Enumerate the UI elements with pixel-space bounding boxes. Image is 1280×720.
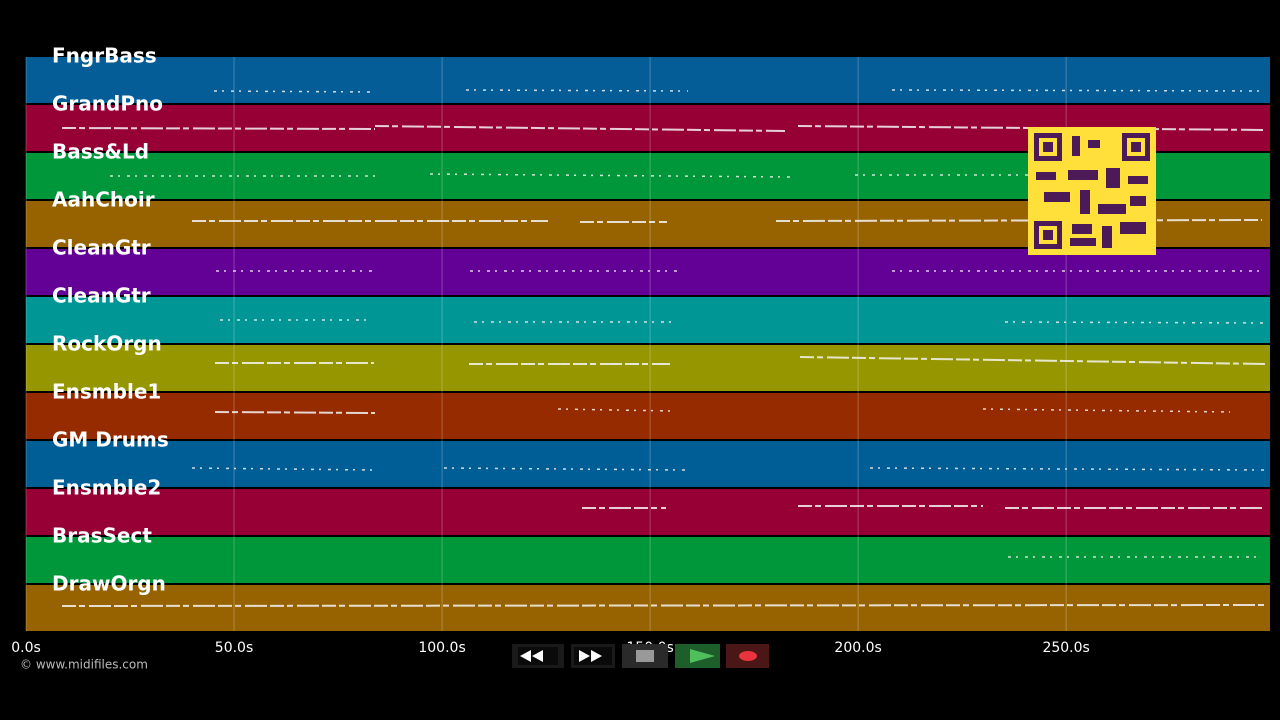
track-label: CleanGtr	[52, 284, 151, 308]
track-labels: FngrBass GrandPno Bass&Ld AahChoir CleanGtr C…	[52, 44, 169, 596]
track-label: DrawOrgn	[52, 572, 166, 596]
track-band	[26, 489, 1270, 535]
x-tick-label: 0.0s	[11, 640, 41, 656]
track-band	[26, 537, 1270, 583]
track-band	[26, 585, 1270, 631]
track-label: BrasSect	[52, 524, 152, 548]
track-band	[26, 345, 1270, 391]
record-button[interactable]	[726, 644, 769, 668]
qr-code	[1028, 127, 1156, 255]
track-label: GM Drums	[52, 428, 169, 452]
track-band	[26, 57, 1270, 103]
track-band	[26, 249, 1270, 295]
x-tick-label: 100.0s	[418, 640, 465, 656]
grid	[25, 57, 1067, 631]
x-tick-label: 50.0s	[215, 640, 253, 656]
transport-controls	[512, 644, 769, 668]
track-label: FngrBass	[52, 44, 157, 68]
x-tick-label: 200.0s	[834, 640, 881, 656]
track-label: Bass&Ld	[52, 140, 149, 164]
track-band	[26, 441, 1270, 487]
rewind-button[interactable]	[512, 644, 564, 668]
copyright: © www.midifiles.com	[20, 658, 148, 672]
track-band	[26, 297, 1270, 343]
track-label: Ensmble1	[52, 380, 161, 404]
x-tick-label: 250.0s	[1042, 640, 1089, 656]
track-label: CleanGtr	[52, 236, 151, 260]
fast-forward-button[interactable]	[571, 644, 615, 668]
notes	[61, 89, 1266, 607]
stop-button[interactable]	[622, 644, 668, 668]
track-label: AahChoir	[52, 188, 155, 212]
track-band	[26, 393, 1270, 439]
track-label: Ensmble2	[52, 476, 161, 500]
play-button[interactable]	[675, 644, 720, 668]
track-label: GrandPno	[52, 92, 163, 116]
track-label: RockOrgn	[52, 332, 162, 356]
